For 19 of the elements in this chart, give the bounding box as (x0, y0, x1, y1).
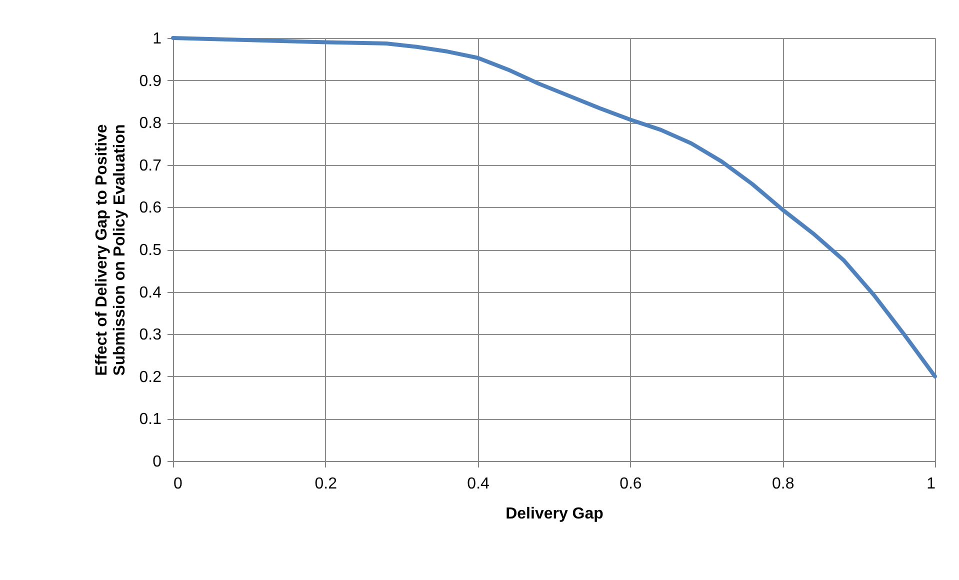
y-tick-label: 0.2 (139, 368, 162, 386)
y-tick-label: 0.7 (139, 157, 162, 174)
y-tick-label: 0.4 (139, 284, 162, 302)
x-tick-label: 0.8 (772, 476, 794, 492)
x-tick-label: 0.2 (314, 476, 338, 492)
x-tick-label: 0 (174, 476, 182, 492)
y-tick-label: 0.3 (139, 326, 162, 344)
y-tick-label: 0 (152, 454, 162, 470)
x-tick-label: 1 (926, 476, 936, 492)
y-tick-label: 1 (152, 30, 162, 48)
x-axis-title: Delivery Gap (506, 506, 604, 522)
y-tick-label: 0.6 (139, 200, 162, 217)
y-axis-title: Effect of Delivery Gap to Positive Submission on Policy Evaluation (93, 124, 128, 376)
y-tick-label: 0.1 (139, 411, 162, 428)
x-tick-label: 0.6 (620, 476, 642, 492)
y-tick-label: 0.5 (139, 242, 162, 259)
y-tick-label: 0.9 (139, 72, 162, 90)
y-tick-label: 0.8 (139, 115, 162, 132)
x-tick-label: 0.4 (467, 476, 490, 492)
